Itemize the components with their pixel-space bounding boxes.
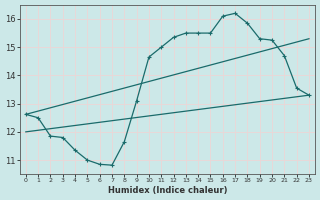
X-axis label: Humidex (Indice chaleur): Humidex (Indice chaleur) <box>108 186 227 195</box>
